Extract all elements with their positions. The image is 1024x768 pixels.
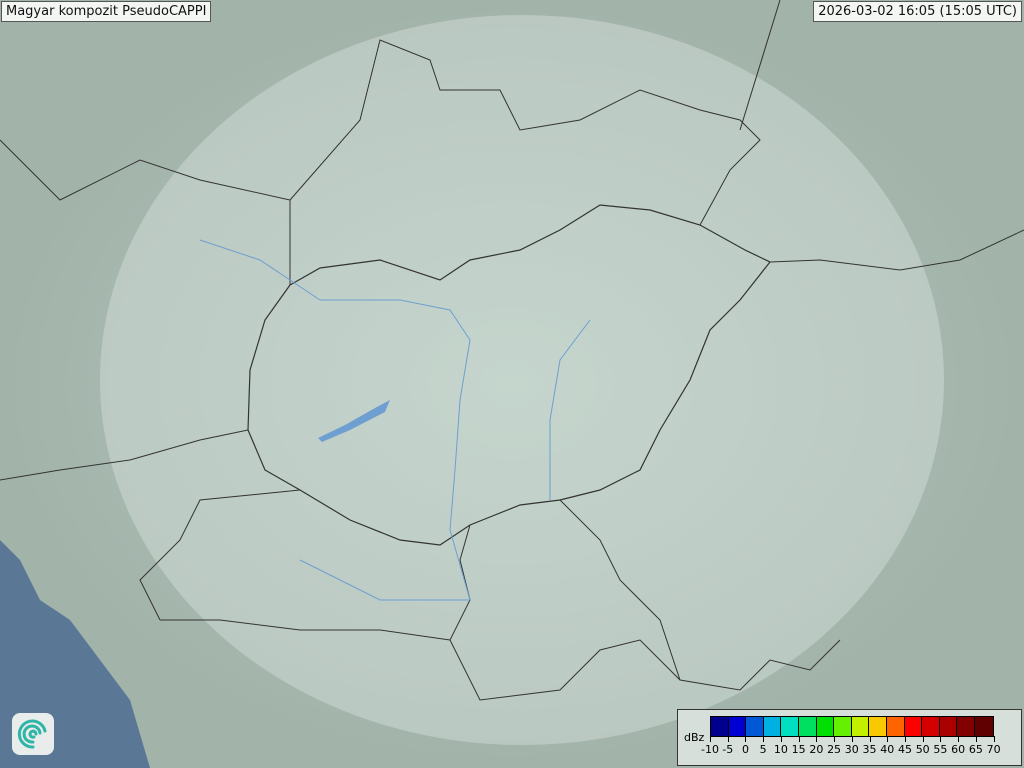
legend-swatch — [834, 717, 852, 736]
legend-swatch — [816, 717, 835, 736]
rivers — [199, 239, 591, 601]
legend-tick-label: 35 — [862, 743, 877, 756]
hungary-border — [247, 204, 771, 546]
legend-swatch — [869, 717, 887, 736]
legend-tick-label: 55 — [933, 743, 948, 756]
adriatic-sea — [0, 540, 150, 768]
legend-tick-label: 20 — [809, 743, 824, 756]
legend-swatch — [711, 717, 729, 736]
legend-tick-label: -10 — [701, 743, 719, 756]
legend-swatch — [957, 717, 975, 736]
lake-balaton — [318, 400, 390, 442]
legend-ticks: -10 -5 0 5 10 15 20 25 30 35 40 45 50 55 60 65 70 — [701, 736, 1015, 762]
legend-swatch — [886, 717, 905, 736]
legend-tick-mark — [780, 736, 782, 742]
legend-swatch — [763, 717, 782, 736]
legend-tick-label: 65 — [968, 743, 983, 756]
legend-tick-mark — [851, 736, 853, 742]
map-title: Magyar kompozit PseudoCAPPI — [1, 1, 212, 22]
legend-swatch — [728, 717, 747, 736]
legend-tick-label: -5 — [722, 743, 734, 756]
swirl-logo-icon — [12, 713, 54, 755]
dbz-legend: dBz -10 -5 0 5 10 15 20 25 30 35 40 45 50 55 60 65 70 — [677, 709, 1022, 766]
legend-swatch — [974, 717, 993, 736]
legend-tick-label: 50 — [915, 743, 930, 756]
legend-tick-mark — [816, 736, 818, 742]
legend-tick-label: 25 — [827, 743, 842, 756]
legend-tick-label: 5 — [759, 743, 767, 756]
legend-tick-mark — [834, 736, 836, 742]
timestamp: 2026-03-02 16:05 (15:05 UTC) — [813, 1, 1022, 22]
legend-tick-mark — [975, 736, 977, 742]
legend-swatch — [904, 717, 923, 736]
legend-swatch — [746, 717, 764, 736]
legend-tick-label: 60 — [951, 743, 966, 756]
legend-tick-mark — [869, 736, 871, 742]
legend-swatch — [798, 717, 817, 736]
radar-coverage — [100, 15, 944, 745]
legend-tick-label: 15 — [791, 743, 806, 756]
legend-swatch — [922, 717, 940, 736]
legend-tick-mark — [710, 736, 711, 742]
legend-tick-label: 30 — [844, 743, 859, 756]
legend-color-bar — [710, 716, 994, 737]
legend-tick-label: 45 — [897, 743, 912, 756]
legend-tick-mark — [904, 736, 906, 742]
legend-tick-mark — [763, 736, 765, 742]
legend-tick-label: 70 — [986, 743, 1001, 756]
legend-tick-label: 40 — [880, 743, 895, 756]
legend-swatch — [851, 717, 870, 736]
legend-tick-label: 0 — [741, 743, 749, 756]
legend-unit: dBz — [684, 731, 705, 744]
legend-tick-mark — [940, 736, 942, 742]
legend-tick-mark — [798, 736, 800, 742]
legend-swatch — [781, 717, 799, 736]
legend-swatch — [939, 717, 958, 736]
legend-tick-mark — [993, 736, 995, 742]
legend-tick-label: 10 — [773, 743, 788, 756]
legend-tick-mark — [922, 736, 924, 742]
legend-tick-mark — [887, 736, 889, 742]
country-borders — [0, 0, 1024, 701]
legend-tick-mark — [745, 736, 747, 742]
legend-tick-mark — [727, 736, 729, 742]
legend-tick-mark — [958, 736, 960, 742]
